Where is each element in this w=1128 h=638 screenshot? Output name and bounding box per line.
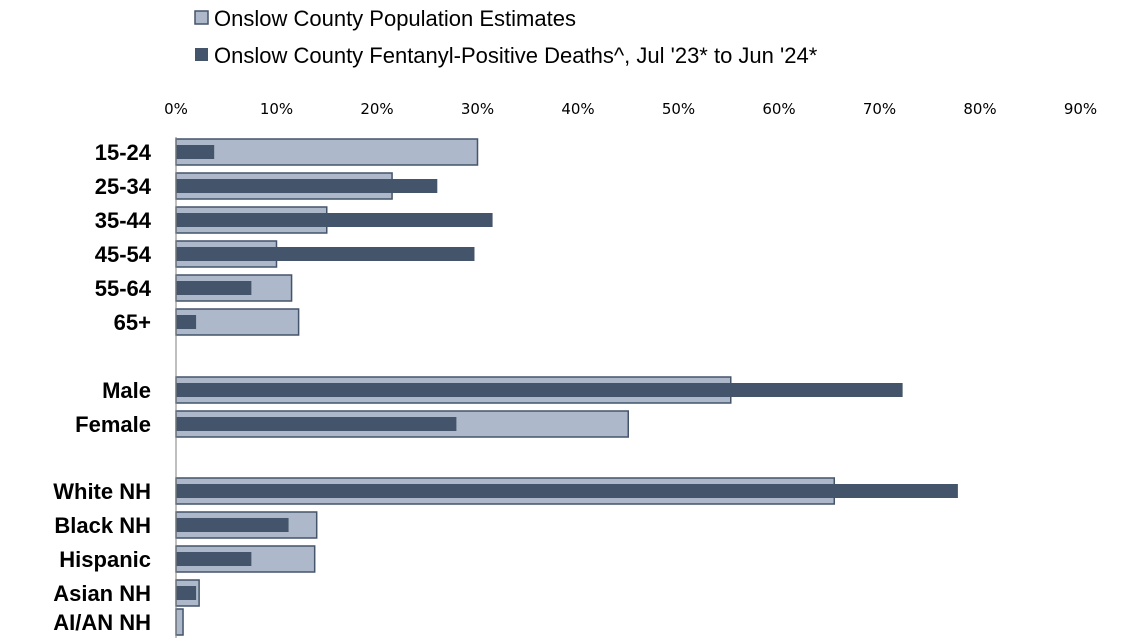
category-label: 25-34	[95, 174, 152, 199]
x-tick-label: 30%	[461, 100, 494, 118]
bar-deaths	[176, 417, 457, 431]
bar-population	[175, 608, 184, 636]
bar-deaths	[176, 518, 289, 532]
category-label: Male	[102, 378, 151, 403]
bar-deaths	[176, 179, 438, 193]
x-tick-label: 0%	[164, 100, 188, 118]
bar-deaths	[176, 213, 493, 227]
x-tick-label: 20%	[360, 100, 393, 118]
category-label: Hispanic	[59, 547, 151, 572]
x-tick-label: 40%	[561, 100, 594, 118]
bar-deaths	[176, 315, 197, 329]
legend-swatch-deaths	[195, 48, 208, 61]
bar-deaths	[176, 145, 215, 159]
bar-deaths	[176, 281, 252, 295]
bar-deaths	[176, 247, 475, 261]
legend: Onslow County Population Estimates Onslo…	[194, 6, 818, 68]
category-label: Asian NH	[53, 581, 151, 606]
bar-deaths	[176, 586, 197, 600]
category-label: 55-64	[95, 276, 152, 301]
category-label: Black NH	[54, 513, 151, 538]
x-tick-label: 80%	[963, 100, 996, 118]
bars	[175, 138, 958, 636]
bar-population	[175, 308, 300, 336]
legend-label-population: Onslow County Population Estimates	[214, 6, 576, 31]
bar-deaths	[176, 552, 252, 566]
category-label: 15-24	[95, 140, 152, 165]
category-label: 35-44	[95, 208, 152, 233]
category-label: 65+	[114, 310, 151, 335]
category-label: AI/AN NH	[53, 610, 151, 635]
bar-population	[175, 138, 479, 166]
category-label: White NH	[53, 479, 151, 504]
bar-deaths	[176, 484, 958, 498]
x-tick-label: 50%	[662, 100, 695, 118]
legend-label-deaths: Onslow County Fentanyl-Positive Deaths^,…	[214, 43, 818, 68]
legend-swatch-population	[194, 10, 209, 25]
x-axis-ticks: 0% 10% 20% 30% 40% 50% 60% 70% 80% 90%	[164, 100, 1097, 118]
bar-deaths	[176, 383, 903, 397]
x-tick-label: 70%	[863, 100, 896, 118]
category-label: Female	[75, 412, 151, 437]
x-tick-label: 90%	[1064, 100, 1097, 118]
category-labels: 15-24 25-34 35-44 45-54 55-64 65+ Male Female Wh…	[53, 140, 152, 635]
category-label: 45-54	[95, 242, 152, 267]
x-tick-label: 10%	[260, 100, 293, 118]
x-tick-label: 60%	[762, 100, 795, 118]
